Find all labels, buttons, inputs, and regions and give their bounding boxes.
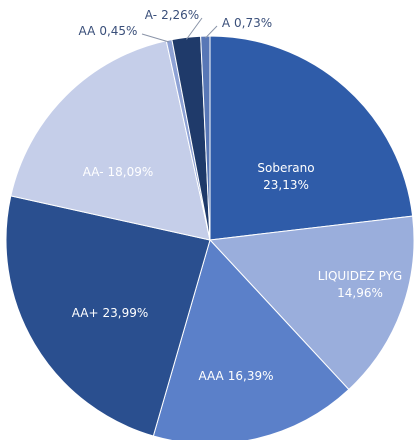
label-value: 16,39% — [228, 369, 274, 383]
label-name: A — [222, 16, 231, 30]
label-value: 23,99% — [103, 306, 149, 320]
label-value: 14,96% — [337, 286, 383, 300]
leader-line — [141, 33, 170, 43]
pie-slice — [5, 195, 211, 437]
label-name: AAA — [198, 369, 224, 383]
label-value: 0,73% — [234, 16, 272, 30]
pie-slice — [152, 239, 350, 440]
data-label: A- 2,26% — [145, 8, 199, 22]
data-label: LIQUIDEZ PYG 14,96% — [318, 269, 402, 300]
pie-slice — [200, 35, 211, 241]
label-value: 23,13% — [263, 178, 309, 192]
label-value: 0,45% — [99, 24, 137, 38]
label-value: 18,09% — [108, 165, 154, 179]
pie-slice — [208, 215, 415, 391]
data-label: A 0,73% — [222, 16, 272, 30]
data-label: AAA 16,39% — [198, 369, 273, 383]
data-label: AA 0,45% — [79, 24, 138, 38]
pie-slice — [10, 40, 211, 241]
data-label: AA- 18,09% — [83, 165, 154, 179]
label-name: AA- — [83, 165, 104, 179]
label-name: A- — [145, 8, 157, 22]
label-name: AA+ — [72, 306, 99, 320]
label-name: LIQUIDEZ PYG — [318, 269, 402, 283]
label-name: AA — [79, 24, 97, 38]
data-label: Soberano 23,13% — [257, 161, 314, 192]
label-name: Soberano — [257, 161, 314, 175]
leader-line — [205, 25, 218, 39]
data-label: AA+ 23,99% — [72, 306, 149, 320]
leader-line — [186, 17, 203, 40]
label-value: 2,26% — [161, 8, 199, 22]
pie-slice — [209, 35, 414, 241]
